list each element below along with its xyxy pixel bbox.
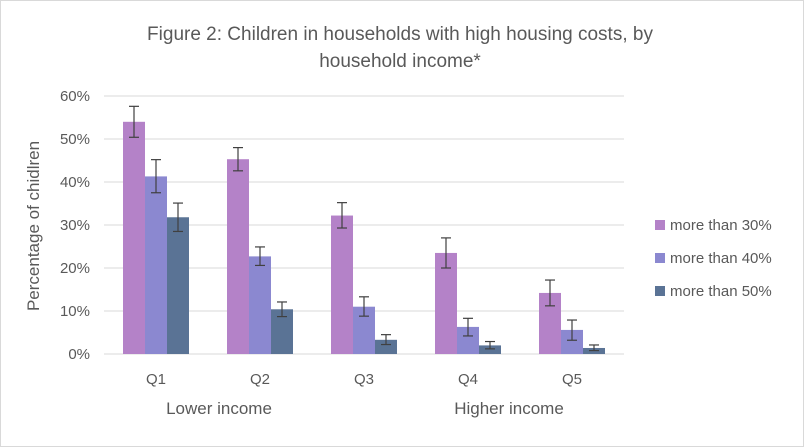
chart-title-line-2: household income* xyxy=(319,51,481,72)
x-tick-labels: Q1 Q2 Q3 Q4 Q5 xyxy=(146,371,582,388)
bar xyxy=(145,176,167,354)
error-bar xyxy=(277,301,287,318)
error-bar xyxy=(567,319,577,341)
x-tick-label: Q5 xyxy=(562,371,582,388)
bar xyxy=(271,309,293,354)
x-tick-label: Q4 xyxy=(458,371,478,388)
error-bar xyxy=(463,317,473,337)
y-tick-labels: 0% 10% 20% 30% 40% 50% 60% xyxy=(60,88,90,363)
y-tick-label: 60% xyxy=(60,88,90,105)
legend-swatch xyxy=(655,286,665,296)
error-bar xyxy=(173,202,183,233)
y-tick-label: 0% xyxy=(68,346,90,363)
error-bar xyxy=(381,334,391,346)
bar xyxy=(561,329,583,354)
error-bar xyxy=(359,296,369,317)
legend-label: more than 30% xyxy=(670,217,772,234)
gridlines xyxy=(104,95,624,355)
y-axis-label: Percentage of chidlren xyxy=(24,141,43,311)
y-tick-label: 40% xyxy=(60,174,90,191)
bar xyxy=(227,159,249,354)
bar xyxy=(479,345,501,354)
error-bar xyxy=(337,202,347,229)
legend-item: more than 30% xyxy=(655,217,772,234)
y-tick-label: 20% xyxy=(60,260,90,277)
legend-item: more than 40% xyxy=(655,250,772,267)
bar xyxy=(457,326,479,354)
error-bar xyxy=(151,159,161,194)
legend-swatch xyxy=(655,253,665,263)
error-bars xyxy=(129,105,599,352)
error-bar xyxy=(589,344,599,352)
x-tick-label: Q1 xyxy=(146,371,166,388)
x-tick-label: Q3 xyxy=(354,371,374,388)
bar xyxy=(249,256,271,354)
x-group-label-higher: Higher income xyxy=(454,399,564,418)
error-bar xyxy=(485,340,495,350)
x-group-label-lower: Lower income xyxy=(166,399,272,418)
error-bar xyxy=(233,147,243,172)
legend-label: more than 40% xyxy=(670,250,772,267)
y-tick-label: 50% xyxy=(60,131,90,148)
error-bar xyxy=(545,279,555,307)
error-bar xyxy=(441,237,451,269)
bar xyxy=(123,121,145,354)
x-tick-label: Q2 xyxy=(250,371,270,388)
error-bar xyxy=(129,105,139,138)
bar xyxy=(167,217,189,354)
error-bar xyxy=(255,246,265,267)
bars xyxy=(123,121,605,354)
chart-title-line-1: Figure 2: Children in households with hi… xyxy=(147,24,653,45)
bar xyxy=(331,215,353,354)
legend-label: more than 50% xyxy=(670,283,772,300)
legend: more than 30% more than 40% more than 50% xyxy=(655,217,772,300)
bar xyxy=(435,252,457,354)
legend-item: more than 50% xyxy=(655,283,772,300)
bar xyxy=(375,339,397,354)
y-tick-label: 10% xyxy=(60,303,90,320)
bar xyxy=(539,292,561,354)
legend-swatch xyxy=(655,220,665,230)
y-tick-label: 30% xyxy=(60,217,90,234)
bar xyxy=(353,306,375,354)
